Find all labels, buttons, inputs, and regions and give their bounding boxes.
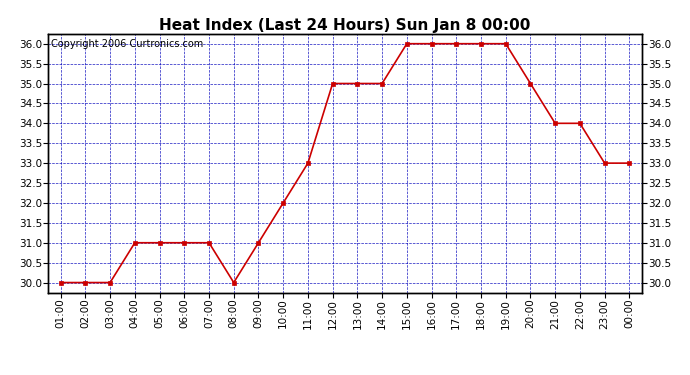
Title: Heat Index (Last 24 Hours) Sun Jan 8 00:00: Heat Index (Last 24 Hours) Sun Jan 8 00:… — [159, 18, 531, 33]
Text: Copyright 2006 Curtronics.com: Copyright 2006 Curtronics.com — [51, 39, 204, 49]
